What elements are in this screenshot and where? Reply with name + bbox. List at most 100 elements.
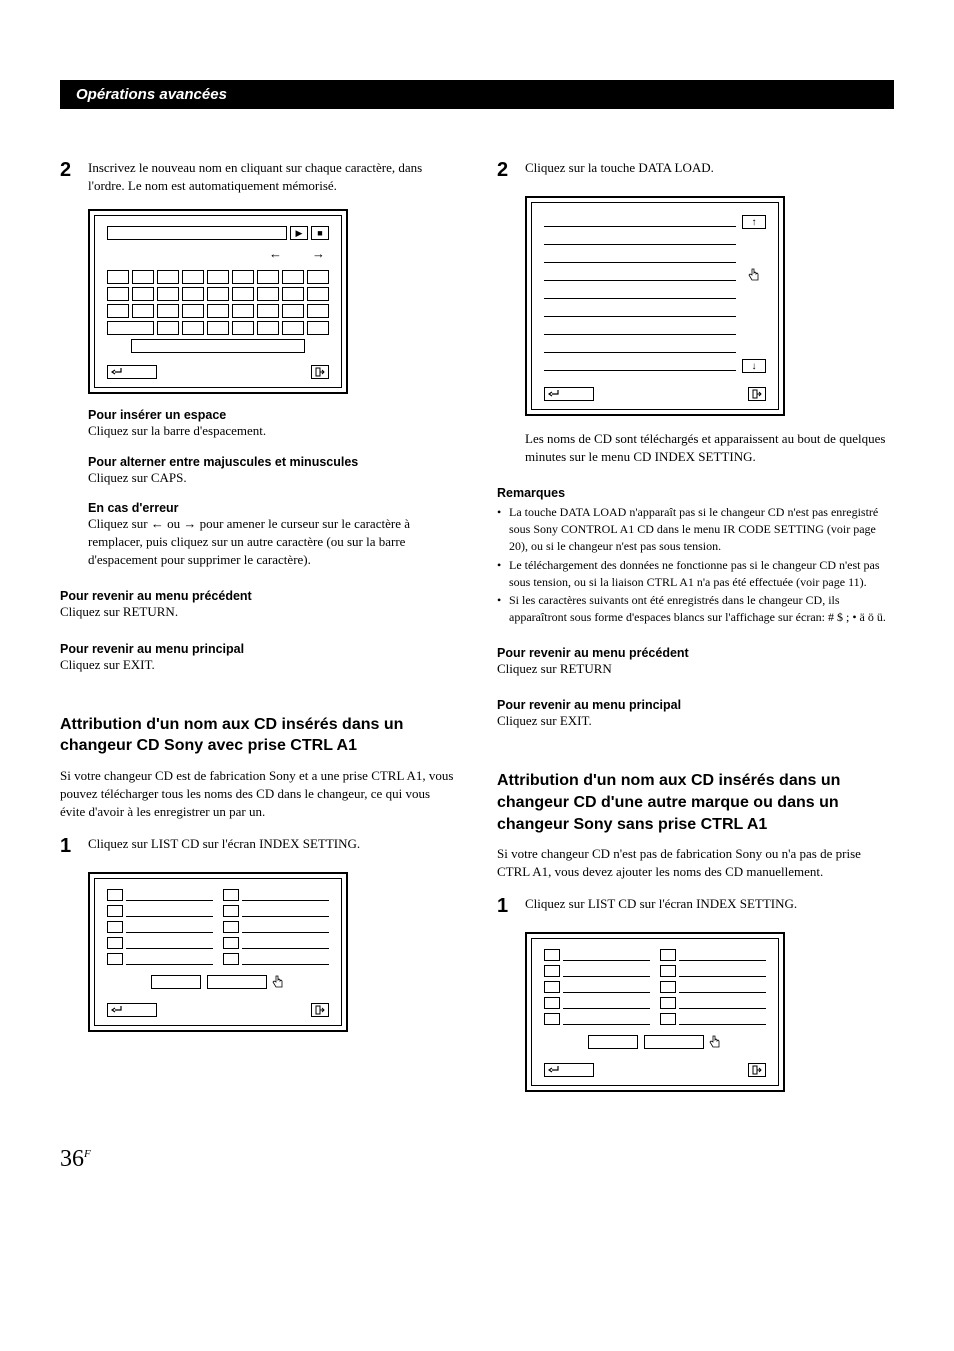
char-cell[interactable]: [157, 270, 179, 284]
list-item[interactable]: [223, 953, 329, 965]
list-item[interactable]: [107, 921, 213, 933]
remark-item: La touche DATA LOAD n'apparaît pas si le…: [497, 504, 894, 554]
char-cell[interactable]: [207, 304, 229, 318]
char-cell[interactable]: [257, 287, 279, 301]
char-cell[interactable]: [257, 270, 279, 284]
char-cell[interactable]: [182, 304, 204, 318]
char-cell[interactable]: [182, 321, 204, 335]
char-cell[interactable]: [232, 304, 254, 318]
step-2-left: 2 Inscrivez le nouveau nom en cliquant s…: [60, 159, 457, 195]
return-button[interactable]: [544, 387, 594, 401]
char-cell[interactable]: [132, 270, 154, 284]
list-item[interactable]: [660, 1013, 766, 1025]
stop-icon[interactable]: ■: [311, 226, 329, 240]
data-load-button[interactable]: [588, 1035, 638, 1049]
char-cell[interactable]: [107, 270, 129, 284]
char-cell[interactable]: [232, 270, 254, 284]
char-cell[interactable]: [207, 287, 229, 301]
main-menu-text: Cliquez sur EXIT.: [497, 712, 894, 730]
list-item[interactable]: [544, 1013, 650, 1025]
list-item[interactable]: [223, 937, 329, 949]
name-input-field[interactable]: [107, 226, 287, 240]
list-item[interactable]: [544, 285, 766, 303]
list-cd-button[interactable]: [644, 1035, 704, 1049]
list-item[interactable]: [544, 321, 766, 339]
return-button[interactable]: [107, 1003, 157, 1017]
list-item[interactable]: [107, 905, 213, 917]
exit-button[interactable]: [748, 387, 766, 401]
exit-button[interactable]: [748, 1063, 766, 1077]
list-item[interactable]: [544, 303, 766, 321]
cd-list-col: [544, 949, 650, 1025]
exit-button[interactable]: [311, 1003, 329, 1017]
step-2-right: 2 Cliquez sur la touche DATA LOAD.: [497, 159, 894, 182]
char-cell[interactable]: [282, 270, 304, 284]
char-cell[interactable]: [207, 321, 229, 335]
list-item[interactable]: [107, 889, 213, 901]
list-item[interactable]: [544, 997, 650, 1009]
data-load-button[interactable]: [151, 975, 201, 989]
char-cell[interactable]: [157, 304, 179, 318]
char-cell[interactable]: [307, 321, 329, 335]
list-item[interactable]: [223, 889, 329, 901]
list-item[interactable]: [544, 981, 650, 993]
cursor-hand-icon: [271, 975, 285, 991]
char-cell[interactable]: [307, 270, 329, 284]
char-cell[interactable]: [257, 304, 279, 318]
char-cell[interactable]: [157, 287, 179, 301]
right-arrow-icon[interactable]: →: [312, 246, 325, 262]
list-item[interactable]: [660, 949, 766, 961]
char-cell[interactable]: [182, 270, 204, 284]
char-cell[interactable]: [282, 321, 304, 335]
list-item[interactable]: [223, 921, 329, 933]
char-cell[interactable]: [257, 321, 279, 335]
char-cell[interactable]: [232, 287, 254, 301]
list-item[interactable]: ↓: [544, 357, 766, 375]
return-button[interactable]: [107, 365, 157, 379]
list-item[interactable]: [544, 949, 650, 961]
char-cell[interactable]: [157, 321, 179, 335]
char-cell[interactable]: [132, 287, 154, 301]
cd-list-grid: [107, 889, 329, 965]
list-item[interactable]: [107, 953, 213, 965]
down-arrow-button[interactable]: ↓: [742, 359, 766, 373]
main-menu-heading: Pour revenir au menu principal: [60, 642, 457, 656]
return-button[interactable]: [544, 1063, 594, 1077]
play-icon[interactable]: ▶: [290, 226, 308, 240]
list-cd-button[interactable]: [207, 975, 267, 989]
step-number: 1: [60, 835, 88, 858]
char-cell[interactable]: [282, 287, 304, 301]
character-grid: [107, 270, 329, 335]
spacebar[interactable]: [131, 339, 305, 353]
cd-list-col: [107, 889, 213, 965]
list-item[interactable]: [660, 965, 766, 977]
char-cell[interactable]: [307, 287, 329, 301]
list-item[interactable]: [660, 981, 766, 993]
left-arrow-icon[interactable]: ←: [269, 246, 282, 262]
list-item[interactable]: [660, 997, 766, 1009]
char-cell[interactable]: [107, 304, 129, 318]
list-item[interactable]: [107, 937, 213, 949]
up-arrow-button[interactable]: ↑: [742, 215, 766, 229]
caps-cell[interactable]: [107, 321, 154, 335]
char-cell[interactable]: [132, 304, 154, 318]
list-item[interactable]: [544, 231, 766, 249]
exit-icon: [752, 389, 762, 399]
char-cell[interactable]: [307, 304, 329, 318]
list-item[interactable]: [544, 249, 766, 267]
step-number: 1: [497, 895, 525, 918]
list-item[interactable]: [223, 905, 329, 917]
char-cell[interactable]: [207, 270, 229, 284]
list-item[interactable]: [544, 339, 766, 357]
char-cell[interactable]: [232, 321, 254, 335]
char-cell[interactable]: [182, 287, 204, 301]
char-cell[interactable]: [282, 304, 304, 318]
list-item[interactable]: [544, 965, 650, 977]
list-item[interactable]: ↑: [544, 213, 766, 231]
step-text: Inscrivez le nouveau nom en cliquant sur…: [88, 159, 457, 195]
figure-inner: [94, 878, 342, 1026]
char-cell[interactable]: [107, 287, 129, 301]
figure-inner: ▶ ■ ← →: [94, 215, 342, 388]
list-item[interactable]: [544, 267, 766, 285]
exit-button[interactable]: [311, 365, 329, 379]
